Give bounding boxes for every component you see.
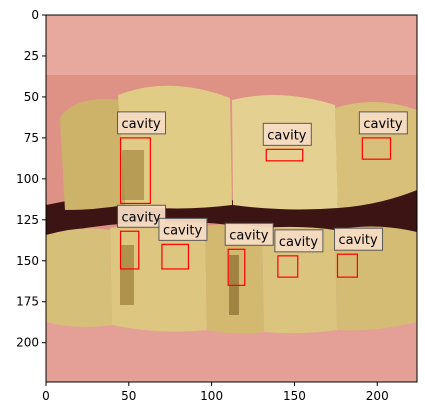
detection-box	[277, 255, 299, 278]
dental-photo	[46, 15, 417, 382]
lower-tooth	[335, 226, 417, 331]
detection-label-box	[117, 204, 167, 228]
detection: cavity	[117, 111, 167, 205]
stain	[120, 245, 134, 305]
detection-label: cavity	[363, 117, 403, 132]
x-tick-label: 150	[283, 389, 306, 403]
detection-label: cavity	[163, 223, 203, 238]
detection-box	[265, 148, 304, 162]
detection-label-box	[334, 227, 383, 251]
detection: cavity	[262, 122, 312, 162]
y-tick-label: 100	[16, 172, 39, 186]
detection-label-box	[158, 217, 208, 241]
detection-label: cavity	[267, 128, 307, 143]
detection-label-box	[274, 229, 324, 253]
detection-label-box	[358, 111, 408, 135]
upper-tooth	[60, 99, 125, 210]
detection: cavity	[274, 229, 324, 278]
detection-label: cavity	[122, 210, 162, 225]
upper-gum	[46, 15, 417, 75]
stain	[122, 150, 144, 200]
lower-tooth	[46, 228, 112, 327]
detection: cavity	[117, 204, 167, 270]
lower-tooth	[262, 226, 337, 334]
detection-box	[119, 137, 151, 205]
axes-frame	[45, 14, 418, 383]
y-tick-label: 0	[31, 8, 39, 22]
detection-box	[161, 243, 190, 270]
x-axis: 0 50 100 150 200	[42, 382, 389, 403]
y-tick-label: 200	[16, 336, 39, 350]
detection-label-box	[224, 222, 274, 246]
y-axis: 0 25 50 75 100 125 150 175 200	[16, 8, 46, 350]
y-tick-label: 50	[24, 90, 39, 104]
lower-tooth	[110, 223, 207, 332]
detection-label-box	[262, 122, 312, 146]
detection-box	[336, 253, 358, 278]
detection-label: cavity	[229, 228, 269, 243]
detection-label-box	[117, 111, 167, 135]
x-tick-label: 0	[42, 389, 50, 403]
y-tick-label: 125	[16, 213, 39, 227]
detection-label: cavity	[279, 235, 319, 250]
detection-label: cavity	[339, 233, 379, 248]
x-tick-label: 200	[366, 389, 389, 403]
detection-box	[361, 137, 392, 160]
detection-box	[227, 248, 246, 286]
detection: cavity	[358, 111, 408, 160]
y-tick-label: 150	[16, 254, 39, 268]
x-tick-label: 100	[200, 389, 223, 403]
detection: cavity	[158, 217, 208, 270]
detection: cavity	[224, 222, 274, 286]
y-tick-label: 25	[24, 49, 39, 63]
x-tick-label: 50	[121, 389, 136, 403]
detection-box	[119, 230, 140, 270]
detection-label: cavity	[122, 117, 162, 132]
upper-tooth	[232, 95, 338, 210]
detection: cavity	[334, 227, 383, 278]
y-tick-label: 75	[24, 131, 39, 145]
y-tick-label: 175	[16, 295, 39, 309]
